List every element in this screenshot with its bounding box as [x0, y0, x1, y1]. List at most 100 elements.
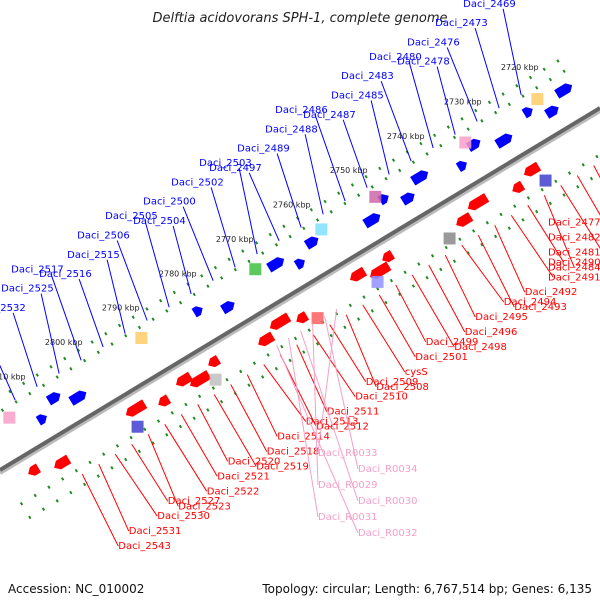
reverse-gene-11-shape	[370, 261, 392, 279]
gene-label-bottom: Daci_2513	[306, 417, 359, 428]
reverse-gene-5	[190, 370, 212, 388]
gene-label-bottom: Daci_2514	[277, 432, 330, 443]
leader-line	[0, 364, 16, 401]
forward-gene-8-shape	[362, 213, 381, 229]
gene-label-bottom: Daci_2543	[118, 541, 171, 552]
gene-label-top: Daci_2480	[369, 52, 422, 63]
forward-gene-5	[266, 257, 285, 273]
leader-line	[370, 100, 390, 175]
feature-box-2	[135, 332, 148, 345]
forward-gene-11	[410, 170, 429, 186]
kbp-label: 2740 kbp	[387, 132, 425, 141]
leader-line	[342, 119, 368, 188]
leader-line	[210, 187, 236, 268]
forward-gene-4	[220, 301, 235, 315]
leader-line	[494, 225, 526, 293]
leader-line	[182, 206, 214, 281]
reverse-gene-15	[512, 180, 526, 193]
leader-line	[50, 274, 82, 361]
leader-line	[378, 294, 416, 358]
leader-line	[263, 364, 307, 422]
leader-line	[444, 254, 476, 318]
feature-box-0	[3, 411, 16, 424]
gene-label-top: Daci_2516	[39, 269, 92, 280]
leader-line-rna	[300, 330, 359, 502]
leader-line	[408, 61, 434, 149]
gene-label-bottom: Daci_2491	[548, 272, 600, 283]
gene-label-top: Daci_2517	[11, 264, 64, 275]
feature-box-9	[443, 232, 456, 245]
leader-line	[304, 134, 324, 215]
forward-gene-2	[68, 390, 87, 406]
feature-box-1	[131, 420, 144, 433]
leader-line-rna	[317, 308, 338, 454]
gene-label-bottom: Daci_2501	[415, 352, 468, 363]
forward-gene-3	[191, 306, 203, 318]
reverse-gene-1-shape	[54, 454, 72, 470]
forward-gene-4-shape	[220, 301, 235, 315]
tick-track-1	[0, 63, 575, 414]
leader-line	[114, 453, 158, 517]
reverse-gene-12-shape	[382, 249, 396, 263]
reverse-gene-5-shape	[190, 370, 212, 388]
kbp-label: 2800 kbp	[45, 338, 83, 347]
leader-line	[436, 66, 456, 135]
leader-line	[246, 374, 278, 437]
leader-line-rna	[324, 316, 359, 470]
gene-label-bottom: Daci_2530	[157, 511, 210, 522]
forward-gene-5-shape	[266, 257, 285, 273]
reverse-gene-12	[382, 249, 396, 263]
gene-label-bottom: Daci_2481	[548, 247, 600, 258]
leader-line	[98, 463, 130, 532]
gene-label-bottom: Daci_2498	[454, 342, 507, 353]
topology-text: Topology: circular; Length: 6,767,514 bp…	[262, 582, 592, 596]
leader-line-rna	[312, 323, 319, 486]
reverse-gene-4-shape	[176, 371, 194, 387]
reverse-gene-9-shape	[296, 311, 310, 324]
forward-gene-10-shape	[400, 192, 415, 206]
leader-line	[329, 324, 367, 383]
leader-line	[411, 274, 455, 348]
forward-gene-14-shape	[494, 133, 513, 149]
rna-label: Daci_R0029	[318, 480, 378, 491]
gene-label-bottom: Daci_2522	[207, 486, 260, 497]
reverse-gene-8-shape	[269, 312, 292, 330]
accession-text: Accession: NC_010002	[8, 582, 145, 596]
forward-gene-12	[455, 160, 467, 173]
gene-label-top: Daci_2500	[143, 197, 196, 208]
reverse-gene-7-shape	[258, 331, 276, 347]
gene-label-bottom: Daci_2511	[327, 407, 380, 418]
leader-line	[12, 312, 38, 388]
kbp-label: 2750 kbp	[330, 166, 368, 175]
map-title: Delftia acidovorans SPH-1, complete geno…	[152, 11, 447, 26]
reverse-gene-1	[54, 454, 72, 470]
kbp-label: 2730 kbp	[444, 97, 482, 106]
gene-label-bottom: cysS	[405, 367, 428, 378]
feature-box-8	[369, 190, 382, 203]
leader-line	[362, 304, 406, 373]
leader-line	[144, 221, 170, 308]
reverse-gene-16	[524, 161, 542, 177]
gene-label-top: Daci_2525	[1, 284, 54, 295]
kbp-label: 2770 kbp	[216, 235, 254, 244]
feature-box-12	[531, 93, 544, 106]
feature-box-10	[459, 136, 472, 149]
gene-label-top: Daci_2476	[407, 37, 460, 48]
gene-labels: 2720 kbp 2730 kbp 2740 kbp 2750 kbp 2760 kbp…	[0, 0, 600, 552]
forward-gene-6	[293, 258, 305, 270]
reverse-gene-14-shape	[467, 193, 490, 211]
rna-label: Daci_R0032	[358, 528, 418, 539]
reverse-gene-3-shape	[158, 394, 172, 407]
feature-box-4	[249, 263, 262, 276]
reverse-gene-14	[467, 193, 490, 211]
leader-line	[395, 284, 427, 343]
gene-label-top: Daci_2505	[105, 211, 158, 222]
leader-line	[147, 434, 179, 507]
gene-label-top: Daci_2497	[209, 163, 262, 174]
gene-label-bottom: Daci_2523	[178, 501, 231, 512]
rna-label: Daci_R0034	[358, 464, 418, 475]
leader-line	[474, 27, 500, 109]
gene-label-bottom: Daci_2508	[376, 382, 429, 393]
forward-gene-10	[400, 192, 415, 206]
